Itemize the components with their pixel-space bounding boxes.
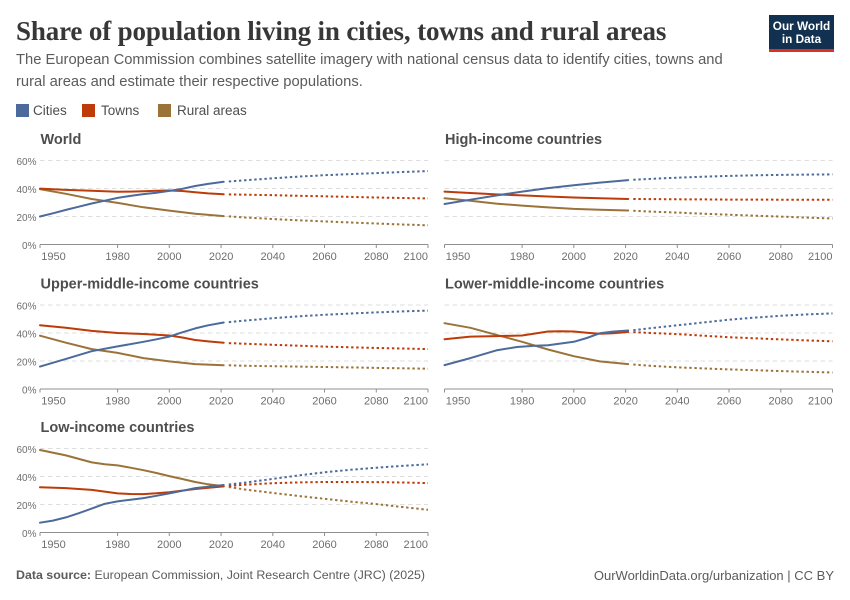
svg-text:2020: 2020 xyxy=(209,539,233,551)
svg-text:2040: 2040 xyxy=(665,251,689,263)
svg-text:2080: 2080 xyxy=(364,396,388,408)
svg-text:1980: 1980 xyxy=(105,251,129,263)
svg-text:2080: 2080 xyxy=(364,539,388,551)
svg-text:Upper-middle-income countries: Upper-middle-income countries xyxy=(41,277,259,293)
svg-text:2020: 2020 xyxy=(209,251,233,263)
svg-text:60%: 60% xyxy=(16,302,36,313)
svg-text:2100: 2100 xyxy=(808,396,832,408)
svg-text:2040: 2040 xyxy=(261,251,285,263)
svg-text:1950: 1950 xyxy=(446,251,470,263)
svg-text:High-income countries: High-income countries xyxy=(445,132,602,148)
svg-text:2060: 2060 xyxy=(717,251,741,263)
svg-text:40%: 40% xyxy=(16,185,36,196)
svg-text:1950: 1950 xyxy=(446,396,470,408)
svg-text:2100: 2100 xyxy=(404,539,428,551)
svg-text:2040: 2040 xyxy=(261,396,285,408)
svg-text:1980: 1980 xyxy=(510,251,534,263)
svg-text:2080: 2080 xyxy=(364,251,388,263)
svg-text:2000: 2000 xyxy=(562,396,586,408)
svg-text:60%: 60% xyxy=(16,445,36,456)
svg-text:1980: 1980 xyxy=(105,539,129,551)
svg-text:2060: 2060 xyxy=(312,539,336,551)
svg-text:1950: 1950 xyxy=(41,251,65,263)
svg-text:2100: 2100 xyxy=(808,251,832,263)
svg-text:0%: 0% xyxy=(22,386,37,397)
svg-text:2040: 2040 xyxy=(261,539,285,551)
svg-text:2000: 2000 xyxy=(157,539,181,551)
svg-text:40%: 40% xyxy=(16,330,36,341)
svg-text:Lower-middle-income countries: Lower-middle-income countries xyxy=(445,277,664,293)
svg-text:0%: 0% xyxy=(22,241,37,252)
svg-text:1950: 1950 xyxy=(41,539,65,551)
svg-text:2040: 2040 xyxy=(665,396,689,408)
svg-text:2100: 2100 xyxy=(404,251,428,263)
svg-text:1980: 1980 xyxy=(105,396,129,408)
svg-text:2000: 2000 xyxy=(157,251,181,263)
svg-text:2020: 2020 xyxy=(209,396,233,408)
svg-text:2000: 2000 xyxy=(157,396,181,408)
svg-text:2000: 2000 xyxy=(562,251,586,263)
svg-text:2020: 2020 xyxy=(613,396,637,408)
svg-text:Low-income countries: Low-income countries xyxy=(41,420,195,436)
svg-text:2060: 2060 xyxy=(717,396,741,408)
svg-text:2060: 2060 xyxy=(312,251,336,263)
svg-text:1950: 1950 xyxy=(41,396,65,408)
svg-text:2020: 2020 xyxy=(613,251,637,263)
svg-text:20%: 20% xyxy=(16,501,36,512)
svg-text:20%: 20% xyxy=(16,358,36,369)
svg-text:20%: 20% xyxy=(16,213,36,224)
svg-text:40%: 40% xyxy=(16,473,36,484)
svg-text:2080: 2080 xyxy=(769,396,793,408)
svg-text:2080: 2080 xyxy=(769,251,793,263)
svg-text:World: World xyxy=(41,132,82,148)
svg-text:1980: 1980 xyxy=(510,396,534,408)
svg-text:0%: 0% xyxy=(22,529,37,540)
svg-text:2060: 2060 xyxy=(312,396,336,408)
svg-text:2100: 2100 xyxy=(404,396,428,408)
svg-text:60%: 60% xyxy=(16,157,36,168)
